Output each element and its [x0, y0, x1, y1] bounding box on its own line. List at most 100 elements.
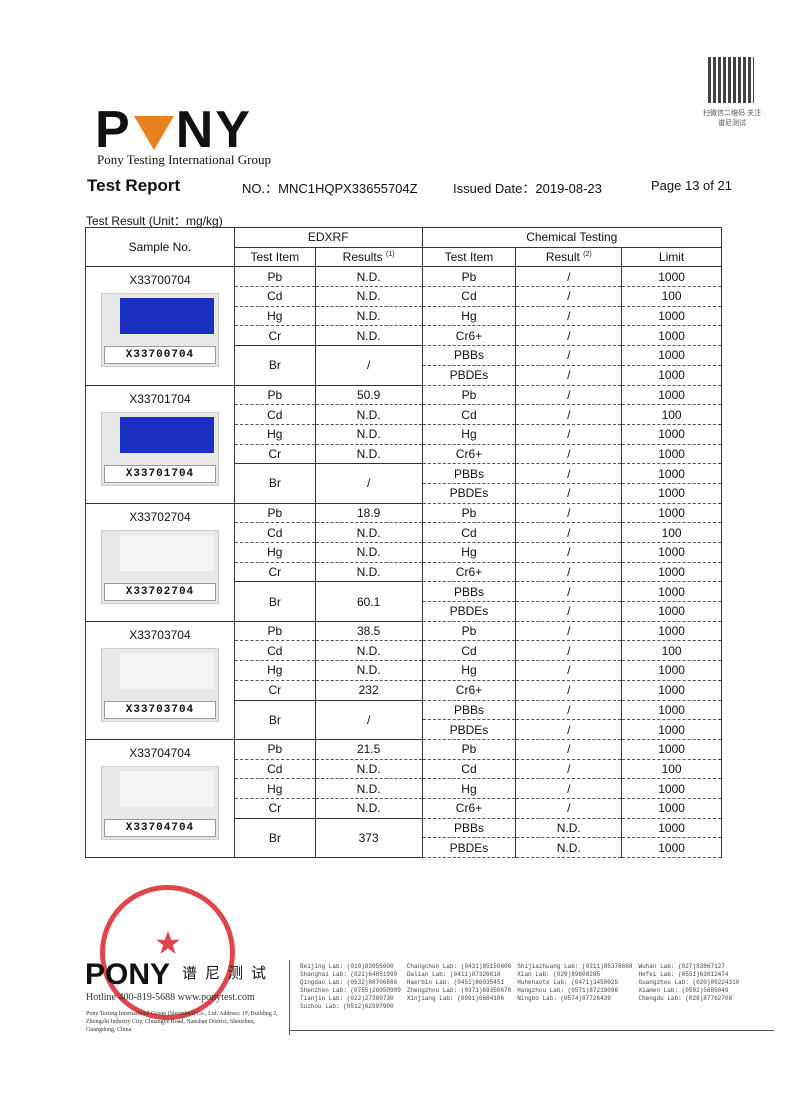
limit-value: 100	[621, 404, 722, 425]
edxrf-item: Cd	[233, 522, 316, 543]
chem-result: /	[515, 502, 623, 524]
col-result: Result (2)	[515, 246, 623, 268]
footer-address: Pony Testing International Group (Shenzh…	[86, 1011, 278, 1033]
qr-caption: 扫微信二维码 关注谱尼测试	[703, 110, 761, 127]
table-row: Hg N.D. Hg/1000	[86, 778, 722, 799]
lab-contact: Hangzhou Lab: (0571)87219096	[517, 987, 619, 994]
footer-hotline: Hotline 400-819-5688 www.ponytest.com	[86, 992, 255, 1003]
table-row: Br / PBBs/1000	[86, 345, 722, 386]
table-row: Cr 232 Cr6+/1000	[86, 679, 722, 701]
chem-item: PBDEs	[421, 719, 517, 740]
chem-item: Pb	[421, 266, 517, 288]
lab-contact: Chengdu Lab: (028)87762708	[638, 995, 733, 1002]
edxrf-result: N.D.	[314, 778, 423, 799]
edxrf-result: N.D.	[314, 561, 423, 583]
limit-value: 1000	[621, 660, 722, 681]
edxrf-result: /	[314, 463, 423, 504]
edxrf-result: 232	[314, 679, 423, 701]
chem-result: /	[515, 542, 623, 563]
page-number: Page 13 of 21	[651, 178, 732, 193]
edxrf-item: Pb	[233, 738, 316, 760]
limit-value: 1000	[621, 837, 722, 858]
sample-photo-label: X33704704	[103, 818, 216, 837]
chem-result: /	[515, 719, 623, 740]
footer-rule	[289, 1030, 774, 1031]
limit-value: 100	[621, 758, 722, 780]
limit-value: 1000	[621, 719, 722, 740]
lab-contact: Xinjiang Lab: (0991)6684186	[406, 995, 505, 1002]
edxrf-item: Cr	[233, 443, 316, 465]
edxrf-item: Pb	[233, 384, 316, 406]
limit-value: 1000	[621, 620, 722, 642]
limit-value: 1000	[621, 699, 722, 721]
edxrf-item: Hg	[233, 660, 316, 681]
logo-triangle-icon	[133, 116, 174, 151]
edxrf-item: Cd	[233, 404, 316, 425]
seal-star-icon	[156, 931, 180, 954]
sample-number: X33702704	[129, 509, 191, 524]
company-seal	[100, 885, 235, 1020]
col-test-item: Test Item	[233, 246, 316, 268]
table-row: Cd N.D. Cd/100	[86, 640, 722, 662]
chem-result: /	[515, 364, 623, 386]
chem-result: /	[515, 758, 623, 780]
lab-contact: Qingdao Lab: (0532)88706866	[300, 979, 398, 986]
sample-photo: X33704704	[100, 765, 219, 840]
chem-result: N.D.	[515, 817, 623, 839]
sample-cell: X33701704 X33701704	[85, 384, 235, 504]
lab-contact: Dalian Lab: (0411)87326618	[406, 971, 501, 978]
chem-item: Cr6+	[421, 679, 517, 701]
chem-item: Cd	[421, 522, 517, 543]
edxrf-item: Cd	[233, 640, 316, 662]
edxrf-item: Pb	[233, 266, 316, 288]
edxrf-result: N.D.	[314, 758, 423, 780]
lab-contact: Shenzhen Lab: (0755)26050909	[300, 987, 401, 994]
qr-code-icon	[708, 57, 754, 103]
sample-photo: X33701704	[100, 411, 219, 486]
limit-value: 1000	[621, 797, 722, 819]
lab-contact: Beijing Lab: (010)83055000	[300, 963, 394, 970]
sample-photo-label: X33702704	[103, 582, 216, 601]
table-row: PBDEs/1000	[86, 482, 722, 504]
chem-result: /	[515, 404, 623, 425]
table-row: X33701704 X33701704 Pb 50.9 Pb/1000	[85, 384, 722, 504]
chem-item: PBBs	[421, 581, 517, 603]
edxrf-item: Hg	[233, 542, 316, 563]
chem-item: Cd	[421, 640, 517, 662]
chem-result: /	[515, 738, 623, 760]
edxrf-result: N.D.	[314, 305, 423, 327]
lab-list: Beijing Lab: (010)83055000 Changchun Lab:…	[300, 963, 745, 1010]
edxrf-item: Pb	[233, 502, 316, 524]
chem-result: /	[515, 305, 623, 327]
col-results: Results (1)	[314, 246, 423, 268]
chem-item: Pb	[421, 738, 517, 760]
edxrf-item: Hg	[233, 305, 316, 327]
edxrf-item: Br	[233, 463, 316, 504]
chem-item: PBBs	[421, 463, 517, 484]
edxrf-result: 373	[314, 817, 423, 859]
report-title: Test Report	[87, 176, 181, 195]
edxrf-result: 50.9	[314, 384, 423, 406]
lab-contact: Tianjin Lab: (022)27380730	[300, 995, 394, 1002]
limit-value: 1000	[621, 463, 722, 484]
edxrf-result: 18.9	[314, 502, 423, 524]
edxrf-item: Hg	[233, 778, 316, 799]
edxrf-result: N.D.	[314, 423, 423, 445]
footer-divider	[289, 960, 290, 1035]
lab-contact: Wuhan Lab: (027)83867127	[638, 963, 725, 970]
sample-number: X33700704	[129, 273, 191, 288]
edxrf-item: Cd	[233, 286, 316, 307]
limit-value: 1000	[621, 561, 722, 583]
chem-result: /	[515, 620, 623, 642]
chem-item: Cr6+	[421, 561, 517, 583]
table-row: PBDEs N.D. 1000	[86, 837, 722, 858]
table-row: PBDEs/1000	[86, 719, 722, 740]
chem-item: Hg	[421, 423, 517, 445]
lab-contact: Hefei Lab: (0551)63812474	[638, 971, 729, 978]
sample-photo: X33703704	[100, 647, 219, 722]
chem-result: /	[515, 325, 623, 347]
table-row: X33702704 X33702704 Pb 18.9 Pb/1000	[85, 502, 722, 622]
chem-header: Chemical Testing	[421, 227, 723, 248]
lab-contact: Haerbin Lab: (0451)86035451	[406, 979, 505, 986]
chem-result: N.D.	[515, 837, 623, 858]
